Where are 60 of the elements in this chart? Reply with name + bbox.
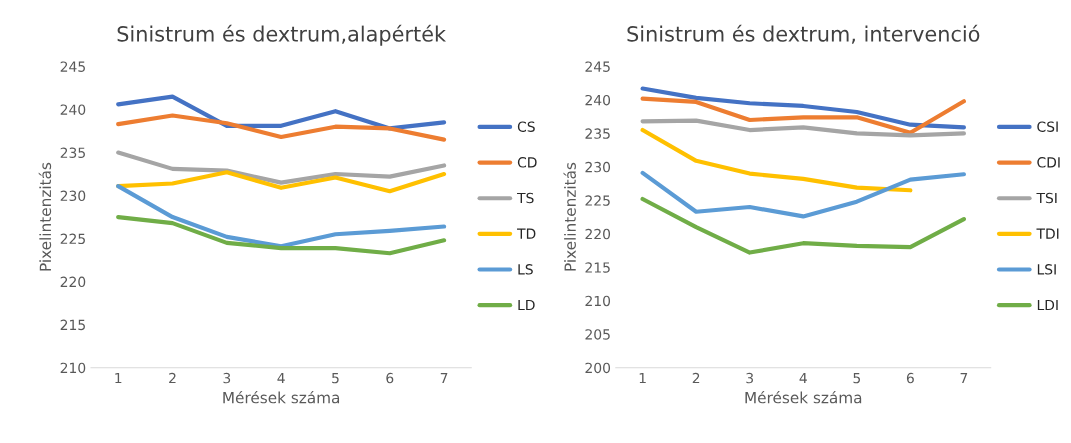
y-tick-label: 230 — [585, 161, 611, 173]
x-tick-label: 6 — [906, 372, 914, 384]
y-axis-title: Pixelintenzitás — [563, 162, 576, 271]
x-tick-label: 3 — [746, 372, 754, 384]
y-tick-label: 200 — [585, 362, 611, 374]
legend-label: CD — [517, 157, 537, 168]
x-tick-label: 1 — [639, 372, 646, 384]
x-axis-title: Mérések száma — [745, 390, 862, 404]
y-tick-label: 235 — [585, 128, 610, 139]
x-tick-label: 4 — [277, 372, 285, 384]
x-tick-label: 5 — [332, 372, 339, 384]
legend-label: CDI — [1037, 157, 1060, 168]
y-tick-label: 210 — [585, 295, 611, 307]
chart-title: Sinistrum és dextrum, intervenció — [627, 24, 980, 44]
x-tick-label: 1 — [115, 372, 122, 384]
line-series — [640, 118, 966, 138]
legend-label: LSI — [1037, 264, 1056, 275]
legend-label: TSI — [1036, 192, 1057, 204]
line-series — [640, 170, 966, 219]
chart-title: Sinistrum és dextrum,alapérték — [117, 24, 446, 46]
y-tick-label: 210 — [60, 362, 86, 374]
x-axis-title: Mérések száma — [223, 390, 340, 404]
line-series — [640, 96, 966, 135]
y-tick-label: 245 — [60, 61, 85, 72]
x-tick-label: 6 — [386, 372, 394, 384]
legend-label: TD — [517, 228, 536, 239]
line-series — [640, 196, 966, 255]
line-series — [640, 86, 966, 130]
line-series — [116, 184, 447, 249]
x-tick-label: 4 — [799, 372, 807, 384]
legend-label: TDI — [1036, 228, 1059, 239]
x-tick-label: 7 — [960, 372, 968, 384]
y-axis-title: Pixelintenzitás — [38, 162, 52, 271]
line-series — [640, 127, 913, 193]
y-tick-label: 225 — [60, 233, 85, 245]
line-series — [116, 214, 447, 256]
line-series — [116, 113, 447, 142]
legend-label: CSI — [1037, 121, 1058, 132]
x-tick-label: 3 — [223, 372, 231, 384]
y-tick-label: 240 — [60, 104, 86, 115]
y-tick-label: 215 — [60, 319, 85, 331]
x-tick-label: 2 — [692, 372, 700, 384]
y-tick-label: 235 — [60, 147, 85, 158]
y-tick-label: 205 — [585, 329, 610, 340]
x-tick-label: 5 — [853, 372, 861, 384]
x-tick-label: 2 — [169, 372, 176, 384]
y-tick-label: 240 — [585, 94, 611, 106]
y-tick-label: 215 — [585, 262, 610, 273]
y-tick-label: 220 — [585, 228, 611, 240]
y-tick-label: 225 — [585, 195, 610, 206]
y-tick-label: 230 — [60, 190, 86, 202]
legend-label: TS — [517, 192, 534, 204]
y-tick-label: 220 — [60, 276, 86, 288]
legend-label: CS — [517, 121, 535, 132]
legend-label: LD — [518, 299, 535, 311]
y-tick-label: 245 — [585, 61, 610, 72]
x-tick-label: 7 — [440, 372, 448, 384]
legend-label: LDI — [1037, 299, 1058, 311]
legend-label: LS — [518, 264, 533, 275]
line-series — [116, 150, 447, 185]
